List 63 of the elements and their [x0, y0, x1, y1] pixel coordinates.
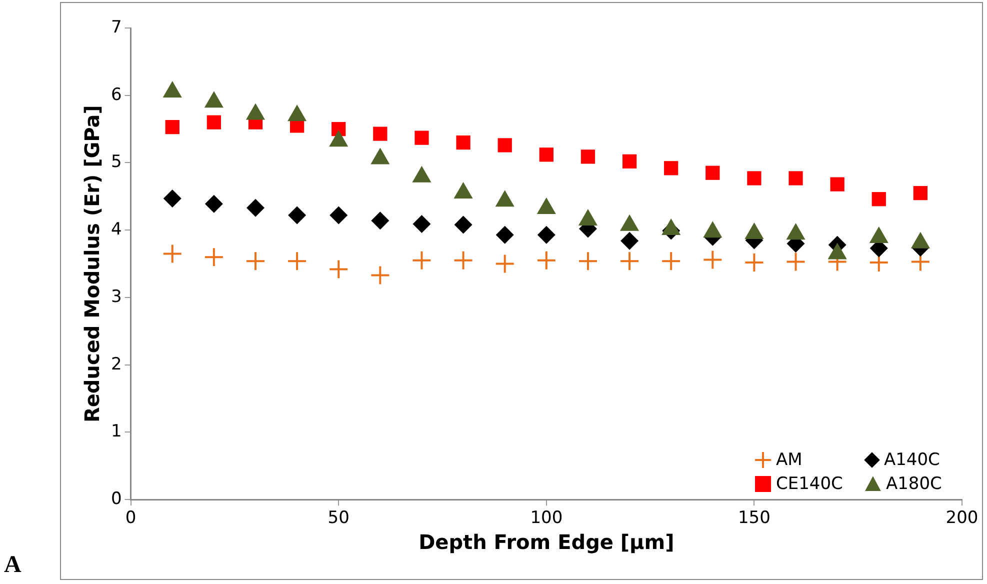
point [744, 252, 764, 272]
point [786, 252, 806, 272]
y-tick-label: 1 [110, 422, 122, 442]
legend-label: A180C [886, 474, 942, 494]
point [706, 166, 720, 180]
y-axis-title: Reduced Modulus (Er) [GPa] [80, 105, 104, 423]
point [371, 212, 390, 230]
point [872, 192, 886, 206]
point [162, 244, 182, 264]
point [539, 148, 554, 162]
point [702, 250, 723, 270]
x-tick-label: 200 [946, 508, 978, 528]
point [747, 171, 762, 186]
y-tick-label: 6 [110, 84, 122, 105]
point [496, 226, 514, 244]
point [328, 259, 349, 280]
point [453, 250, 474, 270]
point [578, 251, 598, 272]
point [204, 194, 223, 213]
point [414, 130, 429, 145]
y-tick-label: 5 [110, 152, 122, 172]
x-tick-label: 0 [125, 508, 136, 528]
point [537, 226, 556, 244]
x-tick-label: 150 [738, 508, 770, 528]
y-tick-label: 4 [110, 220, 122, 240]
y-tick-label: 7 [110, 17, 122, 38]
point [246, 198, 264, 217]
legend-label: CE140C [776, 474, 843, 494]
y-tick-label: 0 [110, 489, 122, 510]
point [620, 251, 640, 272]
point [494, 254, 515, 274]
text: A [4, 552, 22, 578]
y-tick-label: 2 [110, 354, 122, 374]
point [330, 206, 348, 224]
point [412, 250, 432, 270]
point [536, 250, 556, 270]
point [498, 138, 512, 152]
point [165, 120, 180, 134]
point [163, 189, 182, 208]
point [456, 135, 470, 150]
point [412, 215, 431, 234]
legend-label: AM [776, 450, 802, 470]
point [620, 232, 639, 250]
point [204, 247, 224, 268]
point [373, 126, 388, 141]
point [206, 115, 222, 130]
point [788, 171, 803, 186]
x-tick-label: 50 [328, 508, 350, 528]
x-tick-label: 100 [530, 508, 563, 528]
legend-label: A140C [884, 450, 940, 470]
point [454, 216, 472, 234]
point [245, 251, 266, 272]
point [661, 251, 682, 272]
point [830, 177, 844, 192]
point [370, 265, 390, 286]
point [580, 150, 596, 164]
point [622, 154, 637, 168]
point [664, 161, 678, 176]
point [913, 186, 928, 200]
point [287, 251, 308, 272]
x-axis-title: Depth From Edge [µm] [418, 530, 674, 554]
y-tick-label: 3 [110, 286, 122, 307]
point [288, 206, 306, 224]
